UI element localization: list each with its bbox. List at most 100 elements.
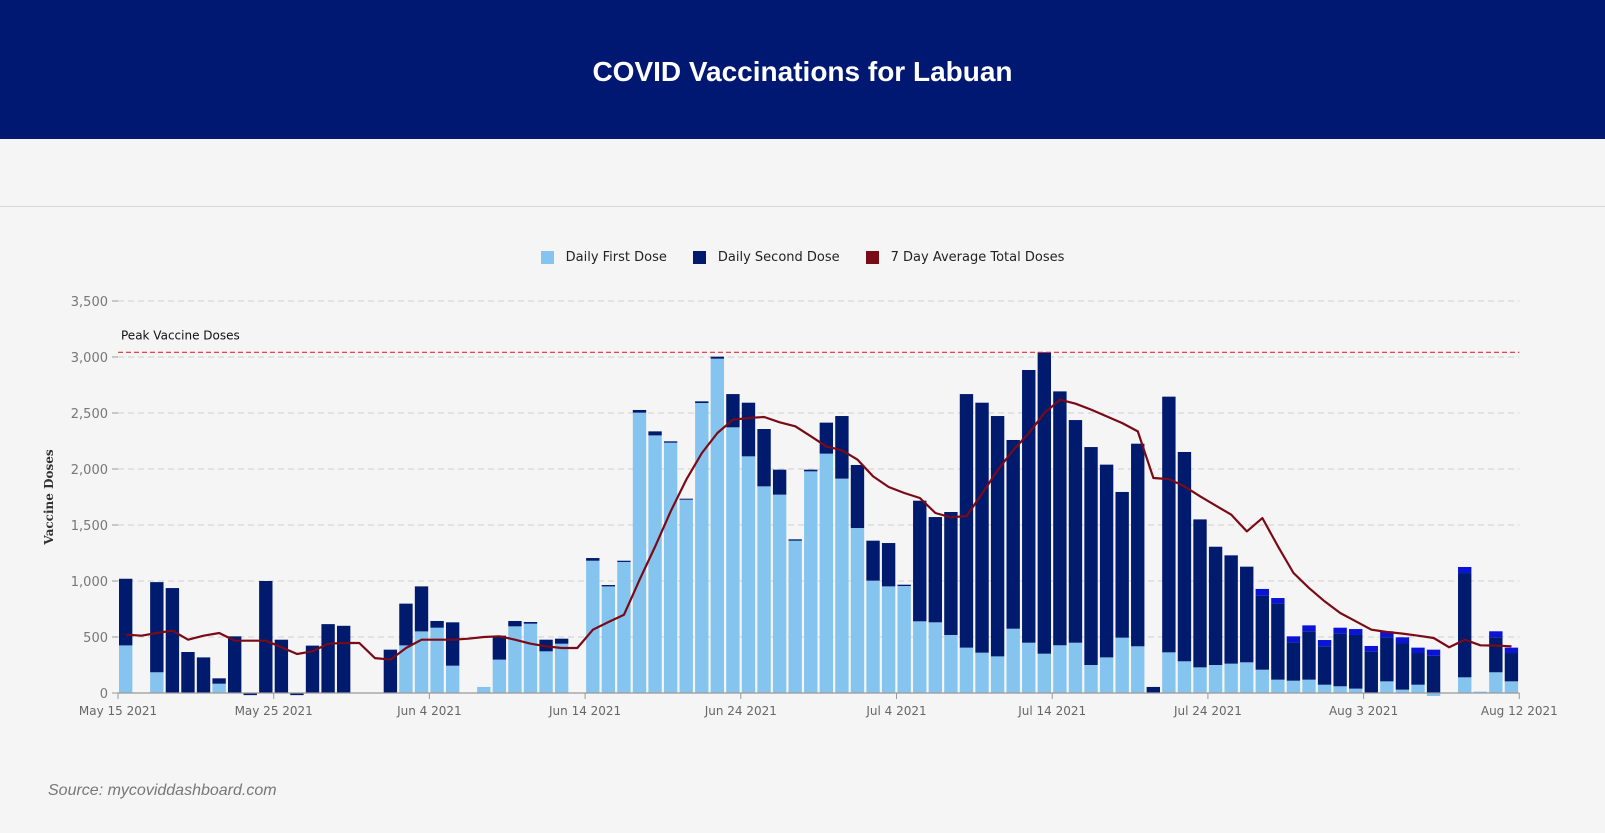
bar-second-dose	[554, 638, 569, 644]
bar-second-dose	[1006, 439, 1020, 629]
bar-second-dose	[259, 581, 273, 693]
bar-second-dose	[1146, 686, 1160, 693]
bar-second-dose	[1380, 637, 1394, 682]
page-title: COVID Vaccinations for Labuan	[592, 56, 1013, 87]
bar-second-dose	[850, 464, 865, 529]
bar-second-dose	[1395, 643, 1410, 690]
bar-first-dose	[1426, 693, 1441, 697]
x-tick-label: Jul 24 2021	[1173, 704, 1242, 718]
bar-third-dose	[1489, 631, 1503, 638]
bar-second-dose	[1426, 655, 1441, 693]
peak-line-group: Peak Vaccine Doses	[118, 328, 1520, 353]
legend-item-second-dose[interactable]: Daily Second Dose	[692, 250, 840, 265]
bar-second-dose	[741, 402, 756, 457]
bar-second-dose	[1208, 546, 1223, 665]
bar-first-dose	[212, 683, 226, 693]
bar-first-dose	[1193, 667, 1207, 693]
legend-item-first-dose[interactable]: Daily First Dose	[540, 250, 667, 265]
bar-first-dose	[959, 647, 974, 693]
bar-third-dose	[1364, 645, 1378, 652]
bar-third-dose	[1317, 640, 1332, 647]
bar-second-dose	[928, 517, 943, 623]
bar-first-dose	[1037, 653, 1051, 693]
average-line-group	[125, 398, 1512, 661]
bar-first-dose	[1317, 684, 1332, 693]
bar-second-dose	[1162, 396, 1176, 653]
bar-second-dose	[1053, 391, 1067, 646]
bar-first-dose	[414, 631, 429, 693]
bar-second-dose	[990, 416, 1005, 657]
bar-second-dose	[445, 622, 460, 666]
bar-second-dose	[336, 625, 351, 693]
bar-second-dose	[1255, 595, 1269, 670]
y-tick-label: 1,000	[71, 575, 108, 590]
bar-first-dose	[539, 651, 553, 693]
bar-first-dose	[726, 427, 740, 693]
bar-second-dose	[290, 693, 304, 696]
bar-second-dose	[1302, 631, 1316, 680]
bar-second-dose	[601, 585, 616, 587]
bar-first-dose	[1286, 680, 1301, 693]
bar-first-dose	[399, 645, 413, 693]
legend-label: Daily Second Dose	[717, 250, 840, 265]
bar-third-dose	[1395, 637, 1410, 644]
bar-second-dose	[508, 620, 522, 627]
bar-second-dose	[274, 639, 289, 693]
bar-first-dose	[554, 643, 569, 693]
bar-first-dose	[850, 528, 865, 693]
bar-second-dose	[1504, 653, 1519, 682]
bar-second-dose	[1099, 464, 1114, 658]
bar-third-dose	[1286, 636, 1301, 643]
bar-third-dose	[1426, 649, 1441, 656]
bar-second-dose	[866, 540, 880, 581]
x-tick-label: May 15 2021	[79, 704, 157, 718]
bar-first-dose	[928, 622, 943, 693]
bar-first-dose	[445, 665, 460, 693]
bar-first-dose	[710, 358, 725, 693]
bar-third-dose	[1458, 567, 1472, 574]
bar-first-dose	[695, 403, 709, 693]
bar-third-dose	[1349, 629, 1363, 635]
bar-second-dose	[1037, 352, 1051, 654]
average-line	[125, 398, 1512, 661]
bar-second-dose	[119, 578, 133, 646]
x-tick-label: Jun 4 2021	[396, 704, 462, 718]
bar-first-dose	[835, 478, 849, 693]
bar-second-dose	[695, 401, 709, 404]
bar-first-dose	[601, 586, 616, 693]
bar-second-dose	[757, 429, 771, 487]
bar-first-dose	[788, 540, 802, 693]
legend-item-average[interactable]: 7 Day Average Total Doses	[865, 250, 1065, 265]
bar-second-dose	[679, 498, 693, 500]
source-note: Source: mycoviddashboard.com	[48, 782, 277, 799]
bar-second-dose	[1333, 633, 1347, 687]
bar-first-dose	[1458, 677, 1472, 693]
bar-first-dose	[1006, 628, 1020, 693]
bar-second-dose	[1458, 573, 1472, 678]
bar-first-dose	[1053, 645, 1067, 693]
bar-first-dose	[1489, 672, 1503, 693]
legend-label: 7 Day Average Total Doses	[890, 250, 1065, 265]
bar-first-dose	[1099, 657, 1114, 693]
bar-first-dose	[944, 634, 958, 693]
bar-third-dose	[1271, 598, 1285, 604]
bar-second-dose	[1115, 491, 1129, 638]
bar-first-dose	[1271, 679, 1285, 693]
bar-second-dose	[523, 621, 538, 624]
bar-first-dose	[477, 686, 491, 693]
bar-first-dose	[1255, 669, 1269, 693]
bar-second-dose	[399, 603, 413, 646]
bar-second-dose	[944, 512, 958, 635]
bar-second-dose	[165, 588, 180, 693]
bar-first-dose	[1131, 646, 1145, 693]
bar-second-dose	[819, 422, 834, 454]
bar-second-dose	[1068, 420, 1083, 643]
bar-first-dose	[866, 580, 880, 693]
bar-second-dose	[1084, 447, 1098, 665]
y-tick-label: 2,000	[71, 463, 108, 478]
bar-first-dose	[430, 627, 444, 693]
bar-first-dose	[1177, 661, 1192, 693]
bar-first-dose	[492, 659, 507, 693]
bar-first-dose	[1162, 652, 1176, 693]
bar-second-dose	[772, 469, 787, 495]
